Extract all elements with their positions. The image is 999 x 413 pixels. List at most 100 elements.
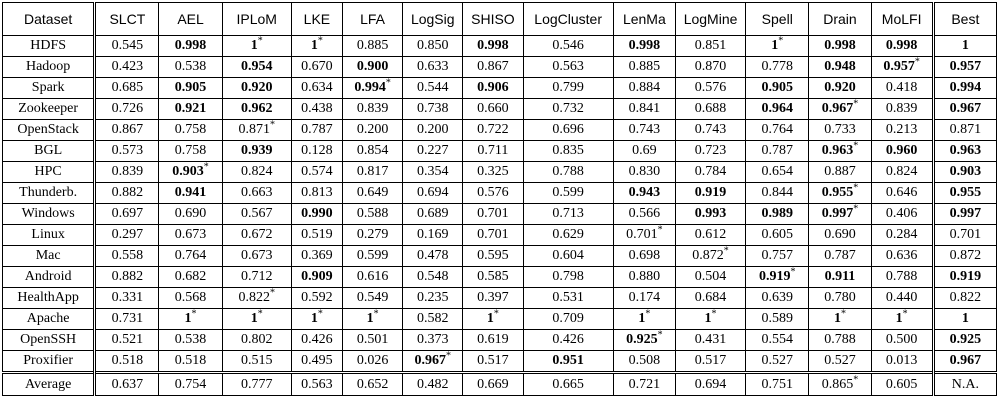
table-row: Windows 0.697 0.690 0.567 0.990 0.588 0.689 0.7…	[1, 203, 998, 225]
cell: 0.426	[290, 329, 343, 351]
table-row: Proxifier 0.518 0.518 0.515 0.495 0.026 0.967*…	[1, 350, 998, 373]
cell-value: 0.967	[414, 353, 446, 368]
best-marker: *	[914, 56, 920, 68]
cell: 0.921	[158, 98, 223, 120]
cell: 0.616	[341, 266, 404, 288]
cell: 0.418	[870, 77, 935, 99]
cell: 0.943	[612, 182, 676, 204]
cell: 0.830	[612, 161, 676, 183]
cell: 0.440	[870, 287, 935, 309]
cell: 0.967	[932, 98, 998, 120]
cell: 1	[932, 308, 998, 330]
cell: 0.738	[402, 98, 464, 120]
cell: 0.604	[522, 245, 614, 267]
cell: 0.709	[522, 308, 614, 330]
cell: 0.482	[402, 371, 464, 396]
table-row: Zookeeper 0.726 0.921 0.962 0.438 0.839 0.738 0…	[1, 98, 998, 120]
cell: 0.919	[674, 182, 747, 204]
best-marker: *	[445, 350, 451, 362]
cell: 0.369	[290, 245, 343, 267]
cell: 0.548	[402, 266, 464, 288]
column-header: LKE	[290, 2, 343, 36]
cell-value: 1	[961, 311, 969, 326]
cell-value: 0.998	[477, 38, 509, 53]
table-row: OpenSSH 0.521 0.538 0.802 0.426 0.501 0.373 0.6…	[1, 329, 998, 351]
cell: 0.701	[462, 224, 524, 246]
cell: 0.998	[870, 35, 935, 57]
cell: 0.998	[808, 35, 872, 57]
cell-value: 1	[771, 38, 779, 53]
row-label: Thunderb.	[1, 182, 97, 204]
cell: 0.758	[158, 140, 223, 162]
best-marker: *	[853, 182, 859, 194]
row-label: Proxifier	[1, 350, 97, 373]
cell: 0.660	[462, 98, 524, 120]
cell: 0.438	[290, 98, 343, 120]
cell: 0.013	[870, 350, 935, 373]
cell: 0.957	[932, 56, 998, 78]
cell: 0.822*	[221, 287, 292, 309]
column-header: LogSig	[402, 2, 464, 36]
cell-value: 0.990	[301, 206, 333, 221]
cell: 0.636	[870, 245, 935, 267]
cell: 0.518	[158, 350, 223, 373]
row-label: HDFS	[1, 35, 97, 57]
cell: 0.527	[808, 350, 872, 373]
cell: 0.566	[612, 203, 676, 225]
best-marker: *	[853, 140, 859, 152]
table-row: BGL 0.573 0.758 0.939 0.128 0.854 0.227 0.711 0.…	[1, 140, 998, 162]
row-label: Spark	[1, 77, 97, 99]
cell-value: 0.955	[949, 185, 982, 200]
cell-value: 0.963	[821, 143, 854, 158]
cell: 0.69	[612, 140, 676, 162]
row-label: Android	[1, 266, 97, 288]
cell: 0.673	[221, 245, 292, 267]
cell: 0.850	[402, 35, 464, 57]
cell: 0.939	[221, 140, 292, 162]
cell-value: 0.919	[949, 269, 982, 284]
cell-value: 0.998	[174, 38, 207, 53]
best-marker: *	[853, 373, 859, 385]
cell-value: 0.951	[552, 353, 584, 368]
cell: 0.504	[674, 266, 747, 288]
cell: 0.994*	[341, 77, 404, 99]
cell: 0.227	[402, 140, 464, 162]
cell: 0.764	[158, 245, 223, 267]
cell: 0.882	[94, 182, 160, 204]
cell-value: 0.963	[949, 143, 982, 158]
cell: 0.788	[808, 329, 872, 351]
cell: 0.957*	[870, 56, 935, 78]
cell: 0.213	[870, 119, 935, 141]
cell: 0.654	[745, 161, 810, 183]
cell: 0.585	[462, 266, 524, 288]
cell: 0.919	[932, 266, 998, 288]
cell: 0.911	[808, 266, 872, 288]
best-marker: *	[723, 245, 729, 257]
cell: 0.835	[522, 140, 614, 162]
cell-value: 0.993	[694, 206, 727, 221]
cell: 1*	[290, 35, 343, 57]
cell: 0.798	[522, 266, 614, 288]
cell: 0.757	[745, 245, 810, 267]
cell: N.A.	[932, 371, 998, 396]
cell: 0.174	[612, 287, 676, 309]
cell: 0.554	[745, 329, 810, 351]
best-marker: *	[257, 308, 263, 320]
cell-value: 0.903	[172, 164, 204, 179]
cell-value: 0.997	[949, 206, 982, 221]
cell: 0.824	[870, 161, 935, 183]
cell: 0.884	[612, 77, 676, 99]
cell-value: 0.939	[240, 143, 273, 158]
cell: 0.964	[745, 98, 810, 120]
cell: 0.279	[341, 224, 404, 246]
cell-value: 1	[310, 38, 318, 53]
cell: 0.637	[94, 371, 160, 396]
cell: 1*	[221, 35, 292, 57]
column-header: LogCluster	[522, 2, 614, 36]
row-label: Mac	[1, 245, 97, 267]
cell: 1*	[808, 308, 872, 330]
row-label: OpenSSH	[1, 329, 97, 351]
cell: 0.726	[94, 98, 160, 120]
cell: 0.665	[522, 371, 614, 396]
best-marker: *	[790, 266, 796, 278]
